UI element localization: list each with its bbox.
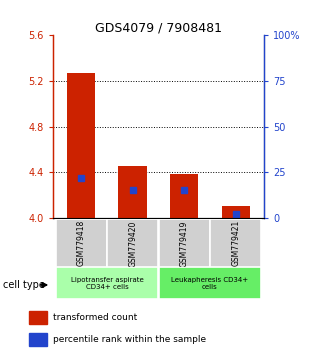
Text: GSM779418: GSM779418 (77, 220, 85, 267)
Text: Lipotransfer aspirate
CD34+ cells: Lipotransfer aspirate CD34+ cells (71, 277, 143, 290)
Bar (170, 175, 198, 218)
Text: transformed count: transformed count (53, 313, 137, 322)
Bar (221, 206, 250, 218)
Text: Leukapheresis CD34+
cells: Leukapheresis CD34+ cells (171, 277, 248, 290)
Title: GDS4079 / 7908481: GDS4079 / 7908481 (95, 21, 222, 34)
Bar (29, 311, 47, 324)
Bar (56, 267, 158, 299)
Text: percentile rank within the sample: percentile rank within the sample (53, 335, 206, 344)
Bar (29, 333, 47, 346)
Bar (210, 219, 261, 267)
Text: cell type: cell type (3, 280, 45, 290)
Bar (67, 73, 95, 218)
Bar (159, 219, 210, 267)
Bar (118, 166, 147, 218)
Text: GSM779421: GSM779421 (231, 220, 240, 267)
Bar (159, 267, 261, 299)
Bar (107, 219, 158, 267)
Text: GSM779419: GSM779419 (180, 220, 189, 267)
Bar (56, 219, 107, 267)
Text: GSM779420: GSM779420 (128, 220, 137, 267)
